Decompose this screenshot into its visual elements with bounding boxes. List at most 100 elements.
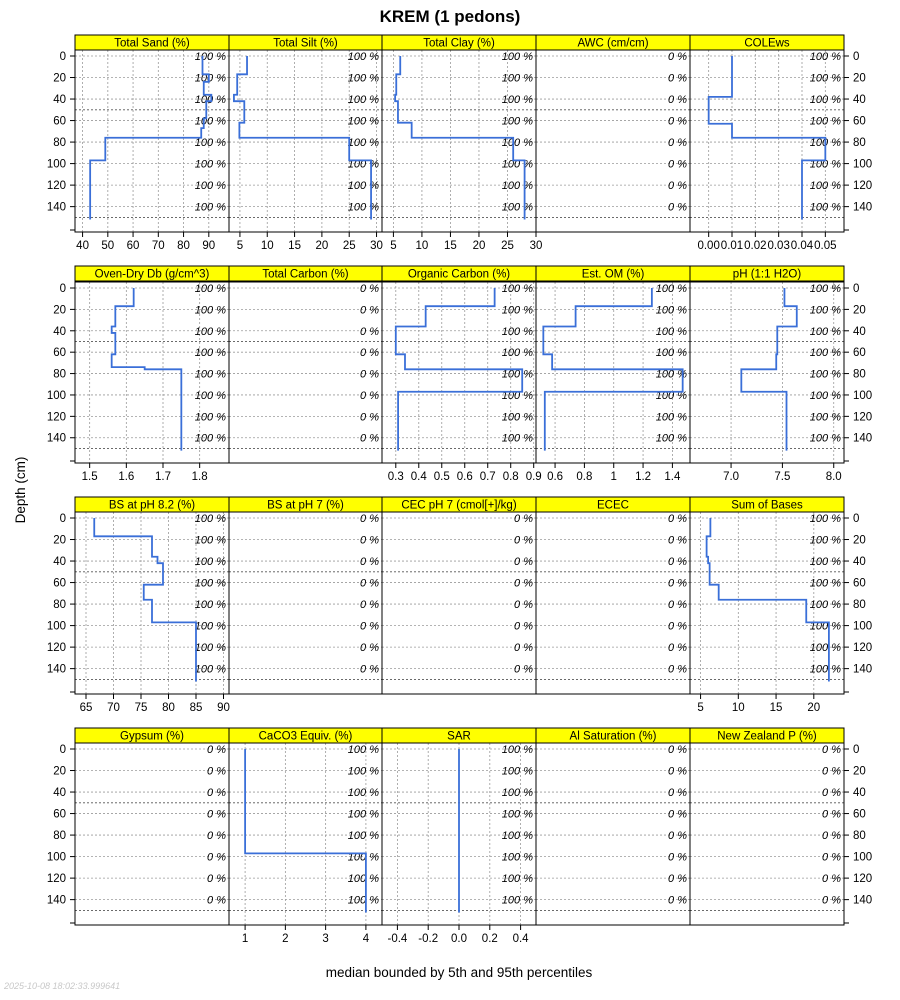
x-tick-label: 1.2 bbox=[635, 471, 651, 483]
x-tick-label: 60 bbox=[127, 240, 140, 252]
panel-frame-sum-of-bases bbox=[689, 511, 845, 695]
pct-label-new-zealand-p: 0 % bbox=[822, 766, 841, 778]
pct-label-total-sand: 100 % bbox=[195, 180, 226, 192]
pct-label-bs-at-ph-7: 0 % bbox=[360, 599, 379, 611]
y-tick-label-right: 80 bbox=[853, 599, 866, 611]
strip-ph-1-1-h2o bbox=[689, 265, 845, 282]
pct-label-sum-of-bases: 100 % bbox=[810, 578, 841, 590]
pct-label-al-saturation: 0 % bbox=[668, 852, 687, 864]
panel-al-saturation: Al Saturation (%) 0 % 0 % 0 % 0 % 0 % 0 % 0 % 0 … bbox=[535, 727, 691, 926]
y-tick-label-left: 120 bbox=[47, 642, 66, 654]
pct-label-ecec: 0 % bbox=[668, 621, 687, 633]
pct-label-total-carbon: 0 % bbox=[360, 369, 379, 381]
series-line-caco3-equiv bbox=[244, 749, 367, 913]
pct-label-total-sand: 100 % bbox=[195, 51, 226, 63]
strip-label-gypsum: Gypsum (%) bbox=[120, 731, 184, 743]
panel-caco3-equiv: CaCO3 Equiv. (%)100 %100 %100 %100 %100 … bbox=[228, 727, 383, 945]
strip-label-ecec: ECEC bbox=[597, 500, 629, 512]
strip-label-cec-ph-7-cmol-kg: CEC pH 7 (cmol[+]/kg) bbox=[401, 500, 517, 512]
y-tick-label-left: 140 bbox=[47, 202, 66, 214]
pct-label-est-om: 100 % bbox=[656, 390, 687, 402]
x-tick-label: 0.03 bbox=[767, 240, 789, 252]
pct-label-total-sand: 100 % bbox=[195, 137, 226, 149]
pct-label-total-clay: 100 % bbox=[502, 137, 533, 149]
pct-label-total-silt: 100 % bbox=[348, 94, 379, 106]
pct-label-sum-of-bases: 100 % bbox=[810, 599, 841, 611]
pct-label-total-carbon: 0 % bbox=[360, 411, 379, 423]
pct-label-organic-carbon: 100 % bbox=[502, 433, 533, 445]
pct-label-colews: 100 % bbox=[810, 180, 841, 192]
y-tick-label-left: 20 bbox=[53, 766, 66, 778]
pct-label-bs-at-ph-8-2: 100 % bbox=[195, 621, 226, 633]
pct-label-est-om: 100 % bbox=[656, 326, 687, 338]
pct-label-oven-dry-db-g-cm-3: 100 % bbox=[195, 326, 226, 338]
pct-label-bs-at-ph-7: 0 % bbox=[360, 556, 379, 568]
pct-label-est-om: 100 % bbox=[656, 433, 687, 445]
pct-label-awc-cm-cm: 0 % bbox=[668, 73, 687, 85]
strip-label-ph-1-1-h2o: pH (1:1 H2O) bbox=[733, 269, 802, 281]
pct-label-total-silt: 100 % bbox=[348, 202, 379, 214]
x-tick-label: 80 bbox=[162, 702, 175, 714]
pct-label-organic-carbon: 100 % bbox=[502, 326, 533, 338]
x-tick-label: -0.2 bbox=[418, 933, 438, 945]
pct-label-total-silt: 100 % bbox=[348, 180, 379, 192]
y-tick-label-left: 140 bbox=[47, 664, 66, 676]
pct-label-ecec: 0 % bbox=[668, 578, 687, 590]
x-tick-label: 40 bbox=[76, 240, 89, 252]
pct-label-bs-at-ph-7: 0 % bbox=[360, 513, 379, 525]
x-tick-label: 0.9 bbox=[526, 471, 542, 483]
pct-label-ph-1-1-h2o: 100 % bbox=[810, 283, 841, 295]
panel-colews: COLEws 100 % 100 % 100 % 100 % 100 % 100 % 100 … bbox=[689, 34, 845, 252]
pct-label-caco3-equiv: 100 % bbox=[348, 895, 379, 907]
pct-label-ecec: 0 % bbox=[668, 535, 687, 547]
x-tick-label: 25 bbox=[501, 240, 514, 252]
pct-label-al-saturation: 0 % bbox=[668, 787, 687, 799]
strip-label-bs-at-ph-8-2: BS at pH 8.2 (%) bbox=[109, 500, 195, 512]
pct-label-cec-ph-7-cmol-kg: 0 % bbox=[514, 621, 533, 633]
y-tick-label-right: 40 bbox=[853, 556, 866, 568]
strip-label-new-zealand-p: New Zealand P (%) bbox=[717, 731, 817, 743]
panel-awc-cm-cm: AWC (cm/cm) 0 % 0 % 0 % 0 % 0 % 0 % 0 % 0 % bbox=[535, 34, 691, 233]
pct-label-est-om: 100 % bbox=[656, 369, 687, 381]
pct-label-sum-of-bases: 100 % bbox=[810, 621, 841, 633]
panel-ecec: ECEC 0 % 0 % 0 % 0 % 0 % 0 % 0 % 0 % bbox=[535, 496, 691, 695]
pct-label-est-om: 100 % bbox=[656, 283, 687, 295]
y-axis-label: Depth (cm) bbox=[13, 457, 28, 524]
pct-label-total-silt: 100 % bbox=[348, 51, 379, 63]
pct-label-total-carbon: 0 % bbox=[360, 433, 379, 445]
y-tick-label-right: 20 bbox=[853, 73, 866, 85]
y-tick-label-left: 40 bbox=[53, 787, 66, 799]
series-line-total-silt bbox=[233, 56, 372, 220]
y-tick-label-right: 20 bbox=[853, 304, 866, 316]
y-tick-label-right: 140 bbox=[853, 202, 872, 214]
pct-label-ph-1-1-h2o: 100 % bbox=[810, 411, 841, 423]
pct-label-caco3-equiv: 100 % bbox=[348, 830, 379, 842]
x-tick-label: 70 bbox=[107, 702, 120, 714]
pct-label-sum-of-bases: 100 % bbox=[810, 535, 841, 547]
y-tick-label-left: 0 bbox=[60, 513, 66, 525]
y-tick-label-left: 120 bbox=[47, 180, 66, 192]
pct-label-bs-at-ph-8-2: 100 % bbox=[195, 535, 226, 547]
x-tick-label: 30 bbox=[370, 240, 383, 252]
x-tick-label: 75 bbox=[135, 702, 148, 714]
pct-label-organic-carbon: 100 % bbox=[502, 347, 533, 359]
pct-label-al-saturation: 0 % bbox=[668, 766, 687, 778]
y-tick-label-right: 40 bbox=[853, 787, 866, 799]
strip-label-oven-dry-db-g-cm-3: Oven-Dry Db (g/cm^3) bbox=[95, 269, 210, 281]
pct-label-caco3-equiv: 100 % bbox=[348, 873, 379, 885]
x-tick-label: 0.6 bbox=[457, 471, 473, 483]
pct-label-ecec: 0 % bbox=[668, 664, 687, 676]
x-tick-label: -0.4 bbox=[387, 933, 407, 945]
series-line-sum-of-bases bbox=[705, 518, 830, 682]
x-tick-label: 7.5 bbox=[774, 471, 790, 483]
strip-label-al-saturation: Al Saturation (%) bbox=[570, 731, 657, 743]
x-tick-label: 8.0 bbox=[826, 471, 842, 483]
x-tick-label: 1.5 bbox=[82, 471, 98, 483]
x-tick-label: 85 bbox=[190, 702, 203, 714]
strip-label-total-carbon: Total Carbon (%) bbox=[262, 269, 348, 281]
x-tick-label: 90 bbox=[202, 240, 215, 252]
pct-label-organic-carbon: 100 % bbox=[502, 411, 533, 423]
strip-label-total-sand: Total Sand (%) bbox=[114, 38, 190, 50]
pct-label-colews: 100 % bbox=[810, 116, 841, 128]
x-tick-label: 3 bbox=[322, 933, 328, 945]
